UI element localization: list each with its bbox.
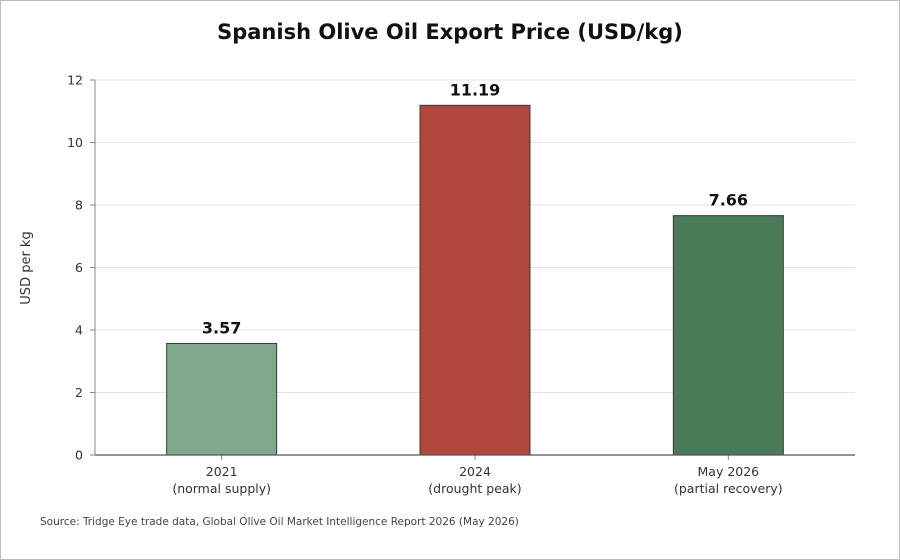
x-axis-labels: 2021 (normal supply) 2024 (drought peak) May… <box>172 455 783 496</box>
bar <box>419 104 531 456</box>
y-tick-label: 6 <box>75 260 83 275</box>
x-tick-label: 2024 <box>459 464 491 479</box>
bars <box>166 104 784 456</box>
y-tick-label: 10 <box>67 135 83 150</box>
bar-value-label: 7.66 <box>709 191 748 210</box>
x-tick-label: 2021 <box>206 464 238 479</box>
bar <box>166 342 278 456</box>
y-tick-label: 4 <box>75 323 83 338</box>
bar-value-label: 11.19 <box>450 80 501 99</box>
x-tick-label: May 2026 <box>698 464 760 479</box>
y-tick-label: 12 <box>67 73 83 88</box>
x-tick-label: (partial recovery) <box>674 481 783 496</box>
x-tick-label: (normal supply) <box>172 481 271 496</box>
y-tick-label: 2 <box>75 385 83 400</box>
y-tick-label: 0 <box>75 448 83 463</box>
y-axis-ticks: 0 2 4 6 8 10 12 <box>67 73 95 463</box>
bar-value-label: 3.57 <box>202 318 241 337</box>
x-tick-label: (drought peak) <box>428 481 521 496</box>
y-axis-label: USD per kg <box>19 231 34 304</box>
source-note: Source: Tridge Eye trade data, Global Ol… <box>40 516 519 528</box>
chart-title: Spanish Olive Oil Export Price (USD/kg) <box>217 20 683 44</box>
y-tick-label: 8 <box>75 198 83 213</box>
value-labels: 3.57 11.19 7.66 <box>202 80 748 337</box>
bar <box>672 215 784 456</box>
